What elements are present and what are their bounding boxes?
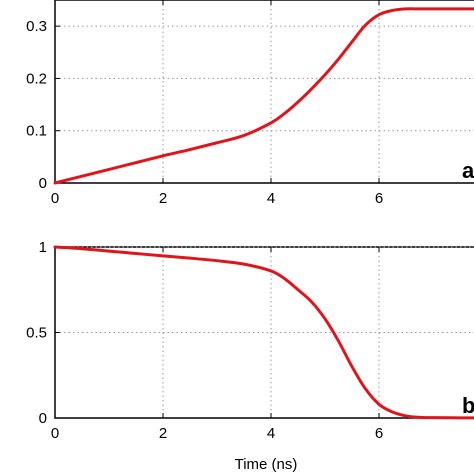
panel-a-chart: 0 2 4 6 0 0.1 0.2 0.3 a (26, 0, 474, 207)
panel-a-x-tick-label: 4 (267, 190, 275, 207)
panel-a-x-tick-label: 0 (51, 190, 59, 207)
panel-a-y-tick-label: 0 (39, 175, 47, 192)
panel-a-frame (54, 0, 474, 184)
panel-a-y-tick-label: 0.3 (26, 18, 47, 35)
x-axis-label: Time (ns) (235, 456, 298, 473)
panel-a-letter: a (462, 158, 474, 183)
panel-b-x-tick-label: 2 (159, 425, 167, 442)
panel-b-grid (55, 246, 474, 418)
panel-a-x-tick-label: 2 (159, 190, 167, 207)
panel-b-y-tick-label: 1 (39, 239, 47, 256)
panel-b-x-tick-label: 4 (267, 425, 275, 442)
panel-b-ticks: 0 2 4 6 0 0.5 1 (26, 239, 383, 442)
panel-b-series-line (53, 245, 474, 420)
panel-a-x-tick-label: 6 (375, 190, 383, 207)
panel-b-y-tick-label: 0 (39, 410, 47, 427)
panel-a-y-tick-label: 0.2 (26, 70, 47, 87)
panel-b-series (53, 245, 474, 420)
panel-a-grid (55, 0, 474, 183)
panel-a-series (53, 7, 474, 185)
panel-b-x-tick-label: 0 (51, 425, 59, 442)
panel-b-y-tick-label: 0.5 (26, 325, 47, 342)
panel-a-y-tick-label: 0.1 (26, 123, 47, 140)
panel-b-x-tick-label: 6 (375, 425, 383, 442)
panel-b-chart: 0 2 4 6 0 0.5 1 b Time (ns) (26, 239, 474, 473)
panel-b-letter: b (462, 393, 474, 418)
panel-a-ticks: 0 2 4 6 0 0.1 0.2 0.3 (26, 0, 383, 207)
panel-a-series-line (53, 7, 474, 185)
